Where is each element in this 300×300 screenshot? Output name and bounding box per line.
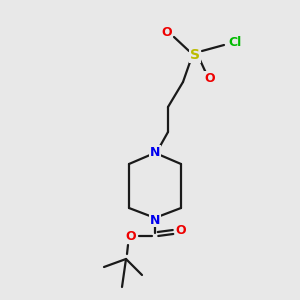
Text: N: N xyxy=(150,214,160,226)
Text: O: O xyxy=(162,26,172,38)
Text: S: S xyxy=(190,48,200,62)
Text: O: O xyxy=(176,224,186,238)
Text: O: O xyxy=(126,230,136,244)
Text: Cl: Cl xyxy=(228,35,241,49)
Text: N: N xyxy=(150,146,160,158)
Text: O: O xyxy=(205,71,215,85)
